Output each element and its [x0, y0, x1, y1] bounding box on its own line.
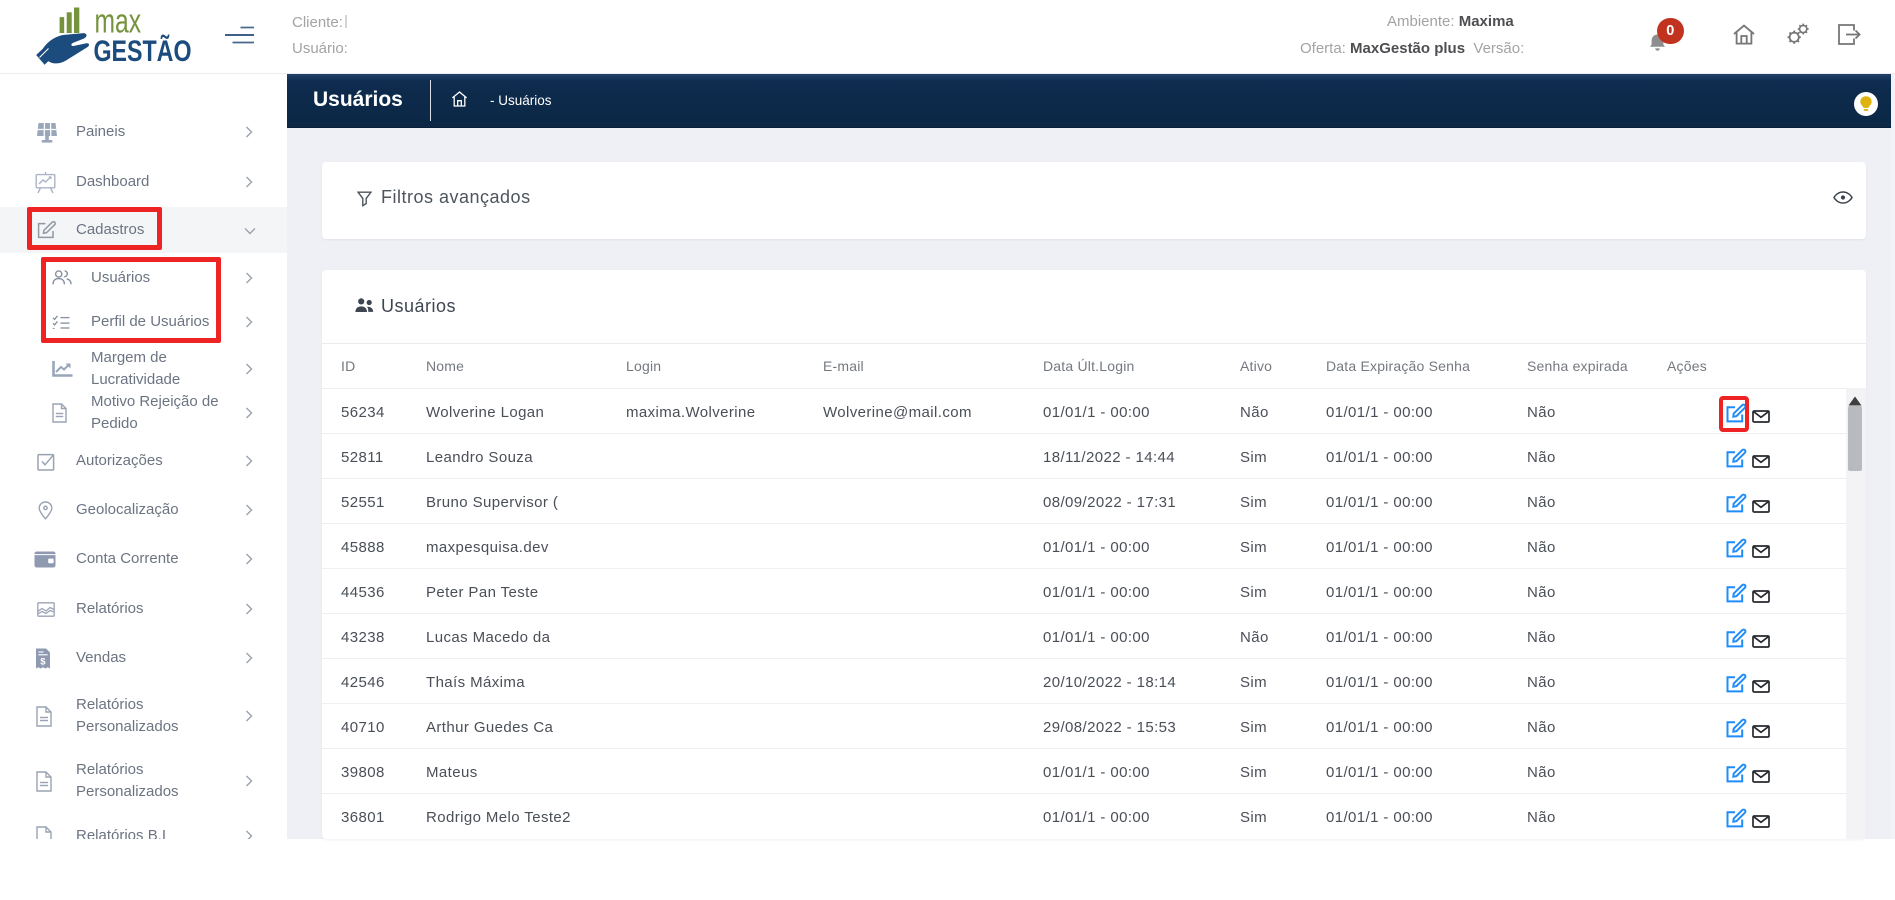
svg-text:$: $	[40, 656, 46, 667]
svg-text:max: max	[95, 5, 142, 40]
svg-text:GESTÃO: GESTÃO	[94, 34, 192, 68]
